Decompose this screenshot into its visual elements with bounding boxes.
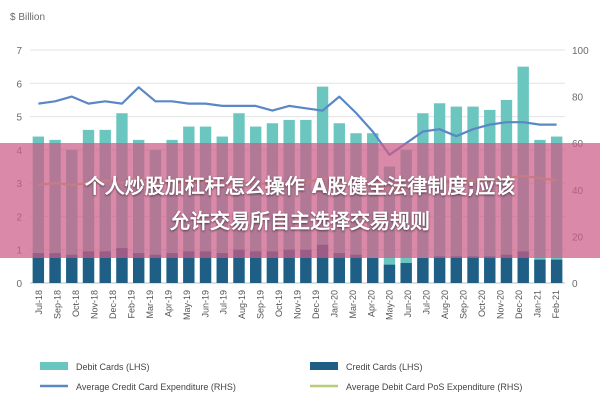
credit-bar — [367, 258, 379, 283]
left-tick-label: 0 — [16, 279, 22, 290]
legend: Debit Cards (LHS) Credit Cards (LHS) Ave… — [40, 362, 522, 392]
credit-bar — [183, 251, 195, 283]
x-tick-label: Sep-20 — [459, 290, 469, 319]
credit-bar — [283, 249, 295, 283]
credit-bar — [333, 253, 345, 283]
credit-bar — [316, 244, 329, 283]
credit-bar — [383, 264, 396, 283]
legend-swatch-credit — [310, 362, 338, 370]
x-tick-label: Oct-20 — [477, 290, 487, 317]
x-tick-label: May-19 — [182, 290, 192, 320]
credit-bar — [250, 251, 262, 283]
right-tick-label: 100 — [572, 46, 589, 57]
x-tick-label: Nov-19 — [293, 290, 303, 319]
x-tick-label: Aug-20 — [440, 290, 450, 319]
credit-bar — [216, 253, 228, 283]
x-tick-label: Feb-21 — [551, 290, 561, 319]
legend-label-credit: Credit Cards (LHS) — [346, 362, 423, 372]
credit-bar — [484, 256, 496, 283]
left-tick-label: 7 — [16, 46, 22, 57]
overlay-headline-line-1: 个人炒股加杠杆怎么操作 A股健全法律制度;应该 — [84, 174, 516, 198]
x-tick-label: May-20 — [385, 290, 395, 320]
x-tick-label: Feb-19 — [126, 290, 136, 319]
right-tick-label: 0 — [572, 279, 578, 290]
x-tick-label: Jun-19 — [200, 290, 210, 318]
x-tick-label: Jun-20 — [403, 290, 413, 318]
credit-bar — [300, 249, 312, 283]
credit-bar — [266, 251, 279, 283]
credit-bar — [233, 249, 245, 283]
credit-bar — [99, 251, 111, 283]
credit-bar — [400, 263, 412, 283]
avg-credit-expenditure-line — [38, 86, 557, 156]
credit-bar — [517, 251, 529, 283]
x-tick-label: Jan-21 — [532, 290, 542, 318]
credit-bar — [500, 254, 513, 283]
x-tick-label: Aug-19 — [237, 290, 247, 319]
x-tick-label: Mar-19 — [145, 290, 155, 319]
right-tick-label: 80 — [572, 93, 584, 104]
credit-bar — [149, 254, 162, 283]
x-tick-label: Jan-20 — [329, 290, 339, 318]
credit-bar — [350, 254, 362, 283]
credit-bar — [467, 256, 479, 283]
credit-bar — [82, 251, 95, 283]
overlay-headline-line-2: 允许交易所自主选择交易规则 — [170, 209, 430, 233]
x-tick-label: Jul-20 — [422, 290, 432, 315]
credit-bar — [32, 253, 45, 283]
credit-bar — [450, 256, 463, 283]
x-tick-label: Dec-19 — [311, 290, 321, 319]
credit-bar — [534, 259, 546, 283]
credit-bar — [166, 253, 178, 283]
x-tick-label: Apr-20 — [366, 290, 376, 317]
credit-card-bars — [32, 244, 563, 283]
x-tick-label: Sep-19 — [256, 290, 266, 319]
credit-bar — [132, 253, 145, 283]
credit-bar — [417, 258, 429, 283]
x-tick-label: Jul-19 — [219, 290, 229, 315]
left-tick-label: 6 — [16, 79, 22, 90]
left-tick-label: 5 — [16, 113, 22, 124]
x-tick-label: Nov-18 — [90, 290, 100, 319]
x-tick-label: Oct-18 — [71, 290, 81, 317]
x-tick-label: Dec-20 — [514, 290, 524, 319]
legend-swatch-debit — [40, 362, 68, 370]
promo-overlay-band — [0, 143, 600, 258]
legend-label-debit: Debit Cards (LHS) — [76, 362, 150, 372]
x-tick-label: Apr-19 — [163, 290, 173, 317]
x-tick-label: Sep-18 — [53, 290, 63, 319]
legend-label-avg-credit: Average Credit Card Expenditure (RHS) — [76, 382, 236, 392]
x-tick-label: Jul-18 — [34, 290, 44, 315]
x-tick-label: Mar-20 — [348, 290, 358, 319]
legend-label-avg-debit: Average Debit Card PoS Expenditure (RHS) — [346, 382, 522, 392]
credit-bar — [550, 259, 563, 283]
x-tick-label: Nov-20 — [495, 290, 505, 319]
credit-bar — [199, 251, 212, 283]
x-tick-label: Dec-18 — [108, 290, 118, 319]
credit-bar — [116, 248, 128, 283]
x-tick-label: Oct-19 — [274, 290, 284, 317]
credit-bar — [66, 254, 78, 283]
left-axis-title: $ Billion — [10, 12, 45, 23]
x-axis-ticks: Jul-18 Sep-18 Oct-18 Nov-18 Dec-18 Feb-19 Mar-… — [34, 290, 561, 320]
credit-bar — [49, 253, 61, 283]
credit-bar — [433, 256, 446, 283]
